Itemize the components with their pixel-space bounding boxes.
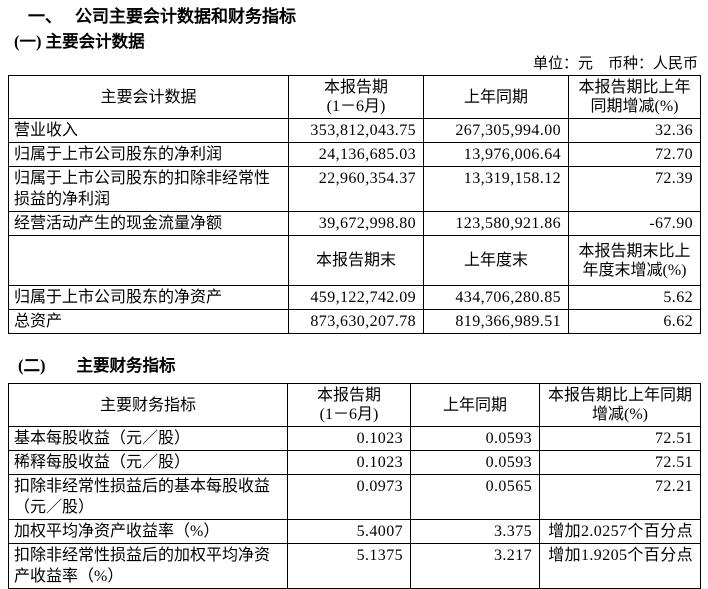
table-row: 总资产 873,630,207.78 819,366,989.51 6.62 — [8, 309, 701, 334]
table-row: 扣除非经常性损益后的加权平均净资 产收益率（%） 5.1375 3.217 增加… — [8, 543, 701, 589]
current-period-value: 0.0973 — [287, 474, 411, 520]
prior-year-end-value: 434,706,280.85 — [423, 285, 569, 310]
column-header: 本报告期末 — [288, 235, 424, 286]
column-header: 上年同期 — [410, 383, 540, 427]
current-period-value: 0.1023 — [287, 426, 411, 451]
current-period-value: 5.4007 — [287, 519, 411, 544]
change-value: 6.62 — [568, 309, 701, 334]
change-value: 72.70 — [568, 142, 701, 167]
table-row: 营业收入 353,812,043.75 267,305,994.00 32.36 — [8, 118, 701, 143]
table1-header-row: 主要会计数据 本报告期 (1－6月) 上年同期 本报告期比上年 同期增减(%) — [8, 75, 701, 119]
prior-period-value: 267,305,994.00 — [423, 118, 569, 143]
current-period-value: 5.1375 — [287, 543, 411, 589]
row-label: 加权平均净资产收益率（%） — [8, 519, 288, 544]
current-period-value: 22,960,354.37 — [288, 166, 424, 212]
current-period-value: 0.1023 — [287, 450, 411, 475]
prior-period-value: 0.0565 — [410, 474, 540, 520]
row-label: 营业收入 — [8, 118, 289, 143]
current-period-value: 353,812,043.75 — [288, 118, 424, 143]
table-row: 加权平均净资产收益率（%） 5.4007 3.375 增加2.0257个百分点 — [8, 519, 701, 544]
financial-report-page: 一、 公司主要会计数据和财务指标 (一) 主要会计数据 单位：元 币种：人民币 主… — [8, 7, 708, 589]
column-header: 上年度末 — [423, 235, 569, 286]
prior-year-end-value: 819,366,989.51 — [423, 309, 569, 334]
row-label: 基本每股收益（元／股） — [8, 426, 288, 451]
column-header — [8, 235, 289, 286]
row-label: 经营活动产生的现金流量净额 — [8, 211, 289, 236]
section-heading: 一、 公司主要会计数据和财务指标 — [28, 7, 708, 27]
row-label: 扣除非经常性损益后的基本每股收益 （元／股） — [8, 474, 288, 520]
change-value: 72.39 — [568, 166, 701, 212]
row-label: 扣除非经常性损益后的加权平均净资 产收益率（%） — [8, 543, 288, 589]
table-row: 归属于上市公司股东的扣除非经常性 损益的净利润 22,960,354.37 13… — [8, 166, 701, 212]
row-label: 归属于上市公司股东的净资产 — [8, 285, 289, 310]
prior-period-value: 0.0593 — [410, 426, 540, 451]
change-value: 32.36 — [568, 118, 701, 143]
section-title: 公司主要会计数据和财务指标 — [75, 7, 296, 26]
subsection2-heading: (二) 主要财务指标 — [18, 356, 708, 376]
section-number: 一、 — [28, 7, 62, 26]
change-value: 5.62 — [568, 285, 701, 310]
period-end-value: 459,122,742.09 — [288, 285, 424, 310]
change-value: 增加1.9205个百分点 — [539, 543, 701, 589]
table2-header-row: 主要财务指标 本报告期 (1－6月) 上年同期 本报告期比上年同期 增减(%) — [8, 383, 701, 427]
financial-indicators-table: 主要财务指标 本报告期 (1－6月) 上年同期 本报告期比上年同期 增减(%) … — [8, 383, 701, 589]
column-header: 本报告期末比上 年度末增减(%) — [568, 235, 701, 286]
row-label: 归属于上市公司股东的扣除非经常性 损益的净利润 — [8, 166, 289, 212]
table-row: 经营活动产生的现金流量净额 39,672,998.80 123,580,921.… — [8, 211, 701, 236]
prior-period-value: 3.375 — [410, 519, 540, 544]
unit-note: 单位：元 币种：人民币 — [532, 56, 698, 72]
column-header: 上年同期 — [423, 75, 569, 119]
column-header: 本报告期 (1－6月) — [288, 75, 424, 119]
row-label: 稀释每股收益（元／股） — [8, 450, 288, 475]
column-header: 本报告期比上年同期 增减(%) — [539, 383, 701, 427]
subsection2-number: (二) — [18, 356, 46, 375]
row-label: 总资产 — [8, 309, 289, 334]
prior-period-value: 123,580,921.86 — [423, 211, 569, 236]
column-header: 本报告期 (1－6月) — [287, 383, 411, 427]
column-header: 主要财务指标 — [8, 383, 288, 427]
table-row: 归属于上市公司股东的净利润 24,136,685.03 13,976,006.6… — [8, 142, 701, 167]
table-row: 基本每股收益（元／股） 0.1023 0.0593 72.51 — [8, 426, 701, 451]
table-row: 扣除非经常性损益后的基本每股收益 （元／股） 0.0973 0.0565 72.… — [8, 474, 701, 520]
prior-period-value: 3.217 — [410, 543, 540, 589]
change-value: 72.51 — [539, 450, 701, 475]
row-label: 归属于上市公司股东的净利润 — [8, 142, 289, 167]
column-header: 本报告期比上年 同期增减(%) — [568, 75, 701, 119]
prior-period-value: 13,319,158.12 — [423, 166, 569, 212]
table-row: 归属于上市公司股东的净资产 459,122,742.09 434,706,280… — [8, 285, 701, 310]
change-value: 增加2.0257个百分点 — [539, 519, 701, 544]
table-row: 稀释每股收益（元／股） 0.1023 0.0593 72.51 — [8, 450, 701, 475]
change-value: 72.51 — [539, 426, 701, 451]
change-value: 72.21 — [539, 474, 701, 520]
subsection2-title: 主要财务指标 — [76, 356, 176, 375]
prior-period-value: 0.0593 — [410, 450, 540, 475]
column-header: 主要会计数据 — [8, 75, 289, 119]
prior-period-value: 13,976,006.64 — [423, 142, 569, 167]
current-period-value: 24,136,685.03 — [288, 142, 424, 167]
table1-midheader-row: 本报告期末 上年度末 本报告期末比上 年度末增减(%) — [8, 235, 701, 286]
period-end-value: 873,630,207.78 — [288, 309, 424, 334]
change-value: -67.90 — [568, 211, 701, 236]
accounting-data-table: 主要会计数据 本报告期 (1－6月) 上年同期 本报告期比上年 同期增减(%) … — [8, 75, 701, 334]
current-period-value: 39,672,998.80 — [288, 211, 424, 236]
subsection1-heading: (一) 主要会计数据 — [14, 32, 145, 51]
